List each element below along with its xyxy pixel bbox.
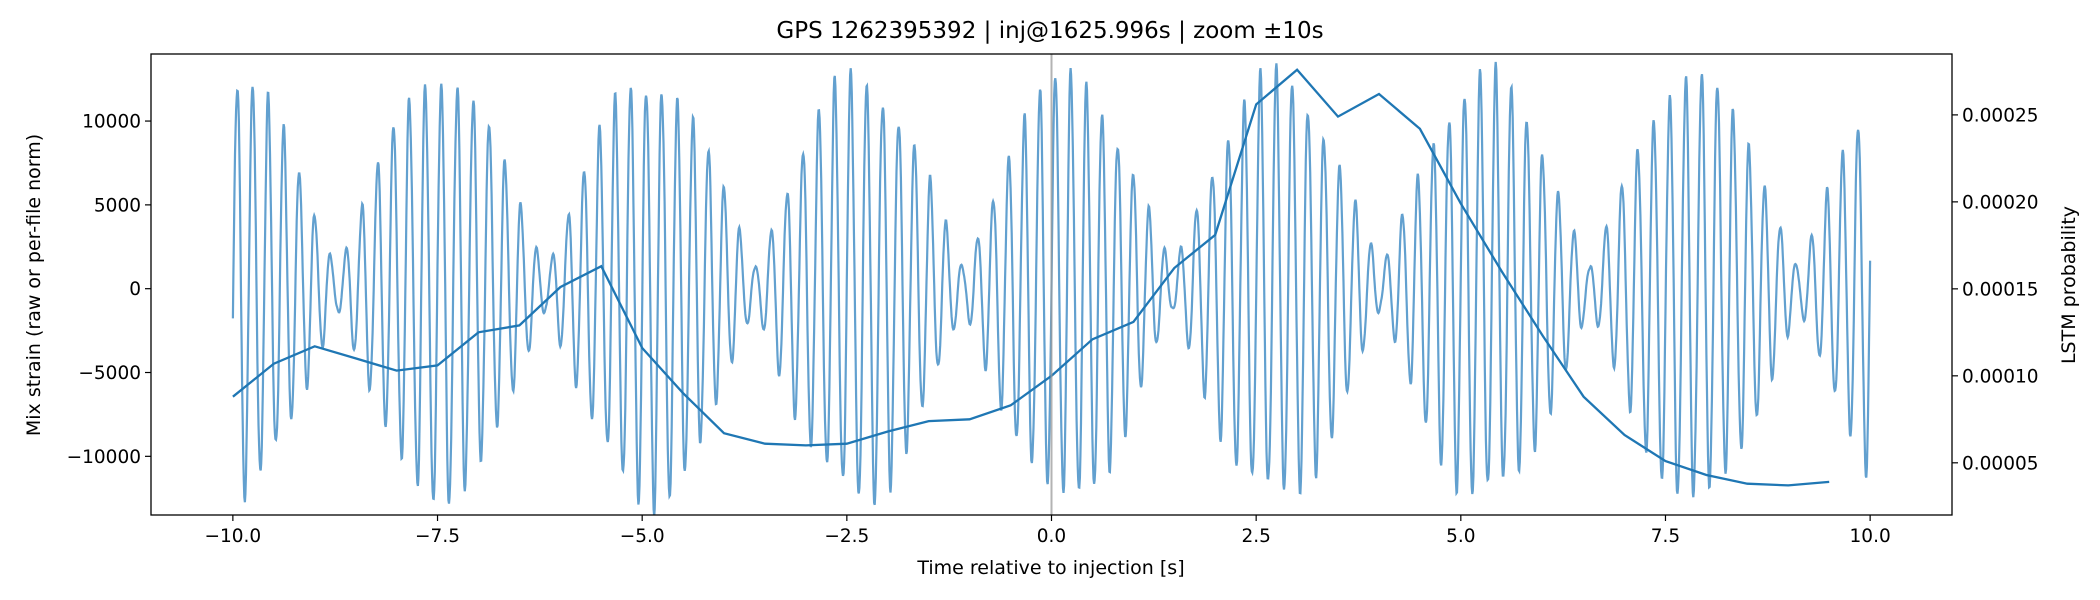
x-tick-label: −2.5: [824, 526, 869, 547]
y-tick-label: 0: [129, 279, 141, 300]
y2-tick-label: 0.00015: [1962, 279, 2039, 300]
x-tick-label: −7.5: [415, 526, 460, 547]
y2-tick-label: 0.00025: [1962, 105, 2039, 126]
x-tick-label: 5.0: [1446, 526, 1475, 547]
x-tick-label: 2.5: [1241, 526, 1270, 547]
y-axis-title: Mix strain (raw or per-file norm): [23, 134, 45, 436]
x-tick-label: 10.0: [1850, 526, 1891, 547]
y2-tick-label: 0.00005: [1962, 453, 2039, 474]
x-tick-label: 0.0: [1037, 526, 1066, 547]
y-tick-label: −10000: [67, 447, 141, 468]
y2-axis-ticks: 0.00005 0.00010 0.00015 0.00020 0.00025: [1952, 105, 2039, 474]
lstm-probability-line: [232, 68, 1830, 487]
y-axis-ticks: −10000 −5000 0 5000 10000: [67, 112, 151, 468]
y-tick-label: −5000: [78, 363, 141, 384]
x-tick-label: 7.5: [1651, 526, 1680, 547]
y2-axis-title: LSTM probability: [2058, 206, 2080, 364]
chart-title: GPS 1262395392 | inj@1625.996s | zoom ±1…: [776, 18, 1323, 44]
x-axis-ticks: −10.0 −7.5 −5.0 −2.5 0.0 2.5 5.0 7.5 10.0: [205, 515, 1891, 547]
y-tick-label: 10000: [82, 112, 141, 133]
probability-series-layer: [232, 68, 1830, 487]
x-tick-label: −10.0: [205, 526, 262, 547]
y2-tick-label: 0.00010: [1962, 366, 2039, 387]
y2-tick-label: 0.00020: [1962, 192, 2039, 213]
x-axis-title: Time relative to injection [s]: [916, 557, 1184, 579]
x-tick-label: −5.0: [620, 526, 665, 547]
y-tick-label: 5000: [94, 195, 141, 216]
